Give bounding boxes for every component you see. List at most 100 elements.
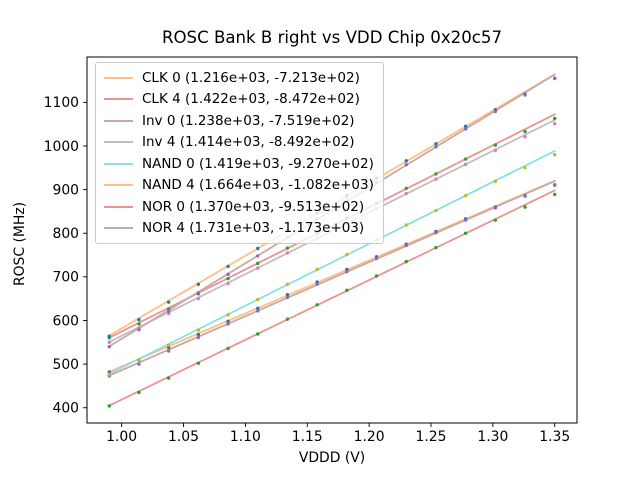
fit-line-nor-0 [108,189,556,407]
data-point-nand-0 [256,297,260,302]
data-point-inv-4 [226,281,230,286]
x-tick-label: 1.15 [292,429,323,445]
data-point-inv-0 [345,269,349,274]
y-tick-label: 900 [52,182,79,198]
data-point-nor-4 [166,309,171,314]
data-point-clk-4 [434,172,438,176]
y-tick-label: 800 [52,226,79,242]
legend-label: CLK 4 (1.422e+03, -8.472e+02) [142,91,360,108]
data-point-nand-4 [404,159,408,163]
legend-line-swatch [104,184,133,187]
y-tick-label: 600 [52,313,79,329]
legend-line-swatch [104,141,133,144]
x-axis-label: VDDD (V) [298,450,366,466]
legend-line-swatch [104,205,133,208]
data-point-clk-4 [256,261,260,266]
data-point-nor-4 [434,145,438,149]
data-point-inv-4 [404,191,408,196]
data-point-nor-4 [463,127,468,131]
x-tick-label: 1.35 [539,429,570,445]
data-point-inv-0 [196,335,201,340]
y-tick-label: 400 [52,401,79,417]
data-point-nor-0 [315,303,319,307]
data-point-nand-0 [404,223,408,227]
data-point-nand-0 [434,208,438,213]
data-point-inv-0 [434,231,438,235]
legend-item-clk-4: CLK 4 (1.422e+03, -8.472e+02) [104,89,374,111]
data-point-nor-0 [345,288,349,293]
chart-title: ROSC Bank B right vs VDD Chip 0x20c57 [161,28,503,47]
data-point-inv-4 [523,135,527,139]
data-point-nand-4 [434,142,438,146]
legend-label: NOR 4 (1.731e+03, -1.173e+03) [142,220,365,237]
data-point-nand-0 [196,328,201,332]
data-point-nor-4 [226,272,230,276]
data-point-nor-0 [404,259,408,264]
data-point-nor-4 [493,109,498,114]
legend-line-swatch [104,227,133,230]
data-point-clk-4 [523,129,527,134]
data-point-nand-0 [315,267,319,272]
legend-line-swatch [104,98,133,101]
legend-label: NOR 0 (1.370e+03, -9.513e+02) [142,198,365,215]
y-tick-label: 1000 [44,139,79,155]
data-point-nand-0 [553,153,557,157]
legend-label: NAND 0 (1.419e+03, -9.270e+02) [142,155,374,172]
data-point-nand-4 [107,334,111,338]
data-point-inv-0 [553,183,557,187]
data-point-nor-0 [374,274,379,278]
y-tick-label: 500 [52,357,79,373]
data-point-nor-0 [137,390,141,395]
data-point-clk-4 [404,186,408,191]
data-point-inv-0 [523,194,527,198]
data-point-inv-0 [226,322,230,326]
legend-line-swatch [104,119,133,122]
x-tick-label: 1.10 [230,429,261,445]
fit-line-nand-0 [108,150,556,375]
data-point-nand-4 [463,124,468,129]
data-point-nor-4 [196,291,201,295]
data-point-nand-0 [523,166,527,170]
data-point-inv-0 [404,243,408,248]
data-point-nand-4 [137,317,141,322]
x-tick-label: 1.30 [477,429,508,445]
data-point-clk-0 [256,306,260,310]
legend-label: Inv 0 (1.238e+03, -7.519e+02) [142,112,355,129]
data-point-clk-4 [553,116,557,121]
plot-border [86,56,578,424]
x-tick-label: 1.25 [416,429,447,445]
data-point-nand-0 [137,358,141,362]
data-point-nor-4 [523,93,527,97]
legend-item-inv-0: Inv 0 (1.238e+03, -7.519e+02) [104,110,374,132]
data-point-inv-0 [493,206,498,210]
data-point-nand-0 [166,343,171,348]
legend-line-swatch [104,76,133,79]
data-point-nor-0 [493,218,498,222]
data-point-nand-0 [345,252,349,257]
y-tick-label: 1100 [44,95,79,111]
data-point-inv-4 [107,340,111,344]
data-point-nand-0 [493,179,498,184]
data-point-nor-4 [553,76,557,81]
legend-label: NAND 4 (1.664e+03, -1.082e+03) [142,177,374,194]
data-point-nand-0 [463,194,468,198]
data-point-nor-0 [434,245,438,250]
data-point-clk-4 [493,143,498,147]
data-point-inv-4 [434,177,438,181]
y-axis-label: ROSC (MHz) [12,201,28,287]
data-point-nand-0 [285,282,290,286]
data-point-nor-0 [523,205,527,209]
x-tick-label: 1.00 [106,429,137,445]
data-point-nor-0 [166,376,171,380]
data-point-inv-4 [463,162,468,167]
legend-item-nand-4: NAND 4 (1.664e+03, -1.082e+03) [104,175,374,197]
data-point-nand-4 [256,246,260,251]
data-point-nor-0 [226,346,230,351]
data-point-nand-0 [107,372,111,376]
legend-item-nor-4: NOR 4 (1.731e+03, -1.173e+03) [104,218,374,240]
data-point-nor-4 [137,327,141,332]
legend-label: Inv 4 (1.414e+03, -8.492e+02) [142,134,355,151]
data-point-inv-0 [463,218,468,222]
data-point-clk-0 [196,332,201,337]
data-point-inv-0 [374,256,379,261]
